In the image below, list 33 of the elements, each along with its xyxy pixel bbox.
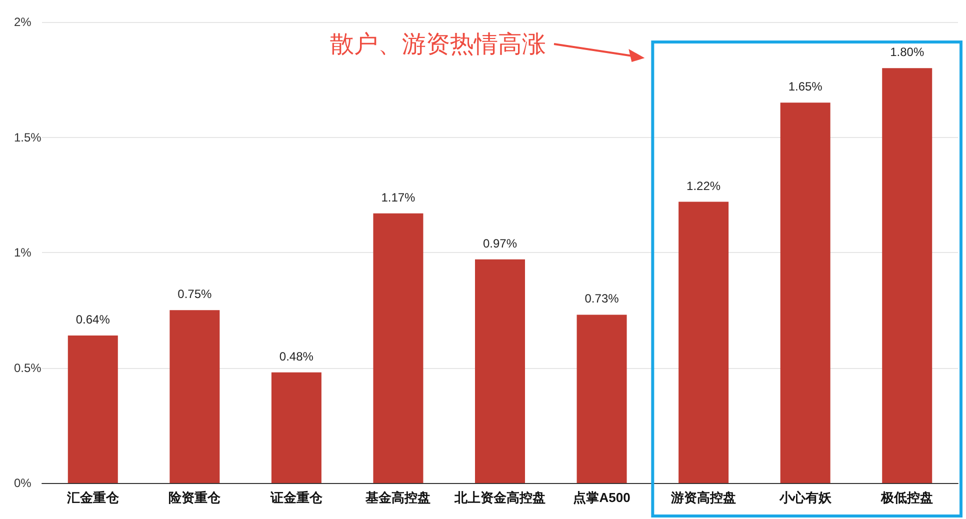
data-label: 0.73% xyxy=(584,292,620,306)
data-label: 0.97% xyxy=(482,236,518,250)
y-tick-label: 1.5% xyxy=(14,130,42,144)
y-tick-label: 2% xyxy=(14,15,32,29)
bar xyxy=(780,102,830,483)
y-tick-label: 0.5% xyxy=(14,360,42,375)
data-label: 0.75% xyxy=(178,287,212,302)
x-tick-label: 北上资金高控盘 xyxy=(454,490,546,505)
data-label: 1.22% xyxy=(686,178,721,193)
y-tick-label: 0% xyxy=(14,476,32,490)
x-tick-label: 汇金重仓 xyxy=(66,490,120,505)
bar xyxy=(678,202,729,483)
data-label: 1.65% xyxy=(788,80,823,94)
bar xyxy=(475,259,525,483)
annotation: 散户、游资热情高涨 xyxy=(330,29,546,60)
x-tick-label: 点掌A500 xyxy=(573,490,630,505)
bar xyxy=(170,310,220,483)
data-label: 1.80% xyxy=(890,45,924,60)
data-label: 0.64% xyxy=(76,312,110,326)
x-tick-label: 小心有妖 xyxy=(778,490,832,505)
data-label: 0.48% xyxy=(279,349,314,364)
x-tick-label: 游资高控盘 xyxy=(670,490,736,505)
data-label: 1.17% xyxy=(381,190,416,204)
x-tick-label: 证金重仓 xyxy=(269,490,324,505)
x-tick-label: 极低控盘 xyxy=(880,490,934,505)
bar xyxy=(373,213,424,483)
y-tick-label: 1% xyxy=(14,246,32,260)
x-tick-label: 基金高控盘 xyxy=(364,490,431,505)
bar xyxy=(68,335,118,483)
bar xyxy=(576,314,627,483)
bar xyxy=(271,372,322,483)
x-tick-label: 险资重仓 xyxy=(168,490,222,505)
bar xyxy=(882,68,932,483)
